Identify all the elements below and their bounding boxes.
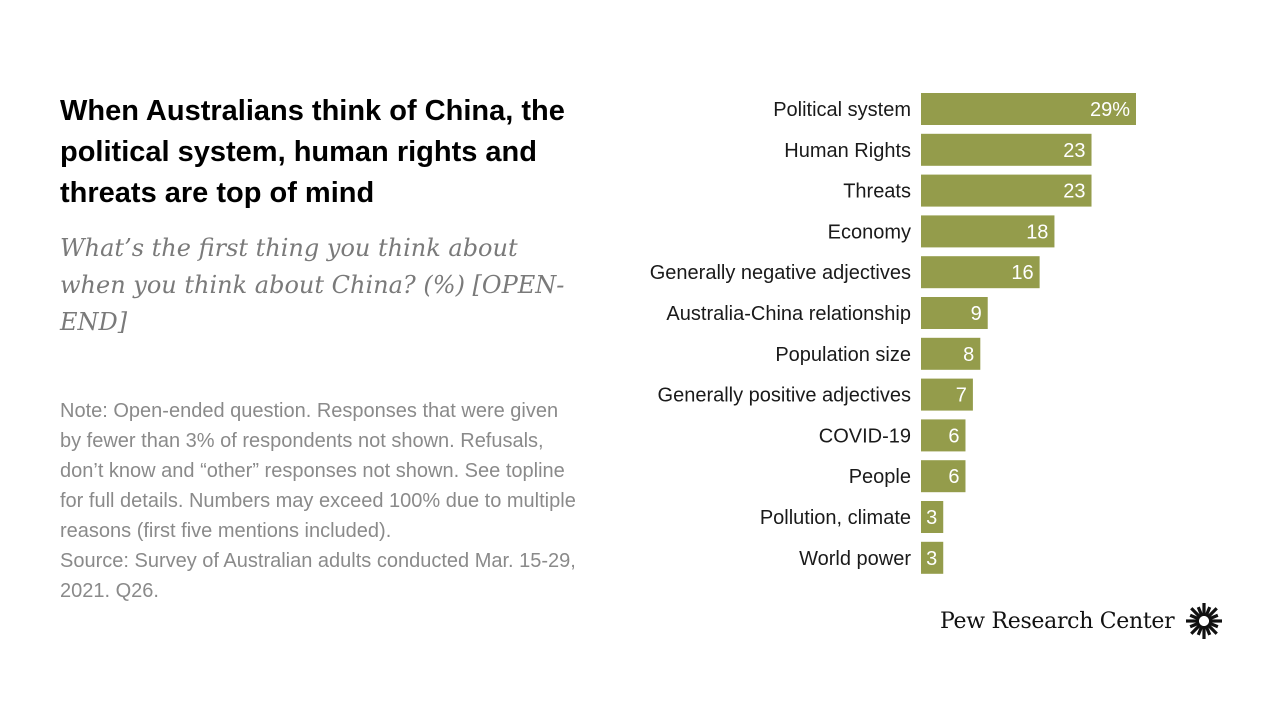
- chart-title: When Australians think of China, the pol…: [60, 95, 565, 209]
- sunburst-ray: [1190, 623, 1202, 635]
- sunburst-ray: [1189, 613, 1201, 621]
- bar-value-label: 23: [1063, 140, 1085, 162]
- category-label: Threats: [843, 181, 911, 203]
- bar: [921, 460, 966, 493]
- bar: [921, 337, 981, 370]
- bar-value-label: 18: [1026, 221, 1048, 243]
- bar-value-label: 16: [1011, 262, 1033, 284]
- bar-value-label: 3: [926, 507, 937, 529]
- note-text: Note: Open-ended question. Responses tha…: [60, 400, 576, 542]
- bar: [921, 256, 1040, 289]
- bar-value-label: 9: [971, 303, 982, 325]
- source-text: Source: Survey of Australian adults cond…: [60, 550, 576, 602]
- sunburst-ray: [1208, 621, 1219, 629]
- category-label: COVID-19: [819, 425, 911, 447]
- category-label: World power: [799, 548, 911, 570]
- bar: [921, 215, 1055, 248]
- category-label: Human Rights: [784, 140, 911, 162]
- bar: [921, 297, 988, 329]
- notes-block: Note: Open-ended question. Responses tha…: [60, 396, 580, 606]
- pew-sunburst-icon: [1186, 603, 1223, 639]
- sunburst-ray: [1189, 621, 1201, 629]
- category-label: Australia-China relationship: [666, 303, 911, 325]
- bar: [921, 541, 944, 574]
- category-label: Generally positive adjectives: [658, 385, 911, 407]
- bar: [921, 93, 1136, 125]
- sunburst-ray: [1206, 623, 1219, 635]
- chart-subtitle: What’s the first thing you think about w…: [60, 234, 565, 336]
- sunburst-ray: [1197, 606, 1204, 617]
- bar: [921, 501, 944, 533]
- bar-value-label: 8: [963, 344, 974, 366]
- bar: [921, 133, 1092, 166]
- sunburst-ray: [1208, 613, 1219, 621]
- bar-value-label: 29%: [1090, 99, 1130, 121]
- category-label: Economy: [828, 221, 911, 243]
- bar-value-label: 6: [948, 425, 959, 447]
- brand-name: Pew Research Center: [940, 608, 1175, 634]
- category-label: People: [849, 466, 911, 488]
- pew-logo: Pew Research Center: [940, 598, 1224, 644]
- sunburst-ray: [1204, 606, 1212, 617]
- bar: [921, 378, 973, 411]
- bar-value-label: 3: [926, 548, 937, 570]
- bar-value-label: 23: [1063, 181, 1085, 203]
- bar-value-label: 6: [948, 466, 959, 488]
- bar: [921, 419, 966, 452]
- sunburst-ray: [1190, 607, 1202, 619]
- sunburst-ray: [1204, 625, 1212, 636]
- category-label: Generally negative adjectives: [650, 262, 911, 284]
- category-label: Pollution, climate: [760, 507, 911, 529]
- bar: [921, 174, 1092, 207]
- category-label: Population size: [775, 344, 911, 366]
- sunburst-ray: [1197, 625, 1204, 636]
- category-label: Political system: [773, 99, 911, 121]
- bar-chart: Political system 29% Human Rights 23 Threats…: [650, 93, 1136, 574]
- sunburst-ray: [1206, 607, 1219, 619]
- bar-value-label: 7: [956, 385, 967, 407]
